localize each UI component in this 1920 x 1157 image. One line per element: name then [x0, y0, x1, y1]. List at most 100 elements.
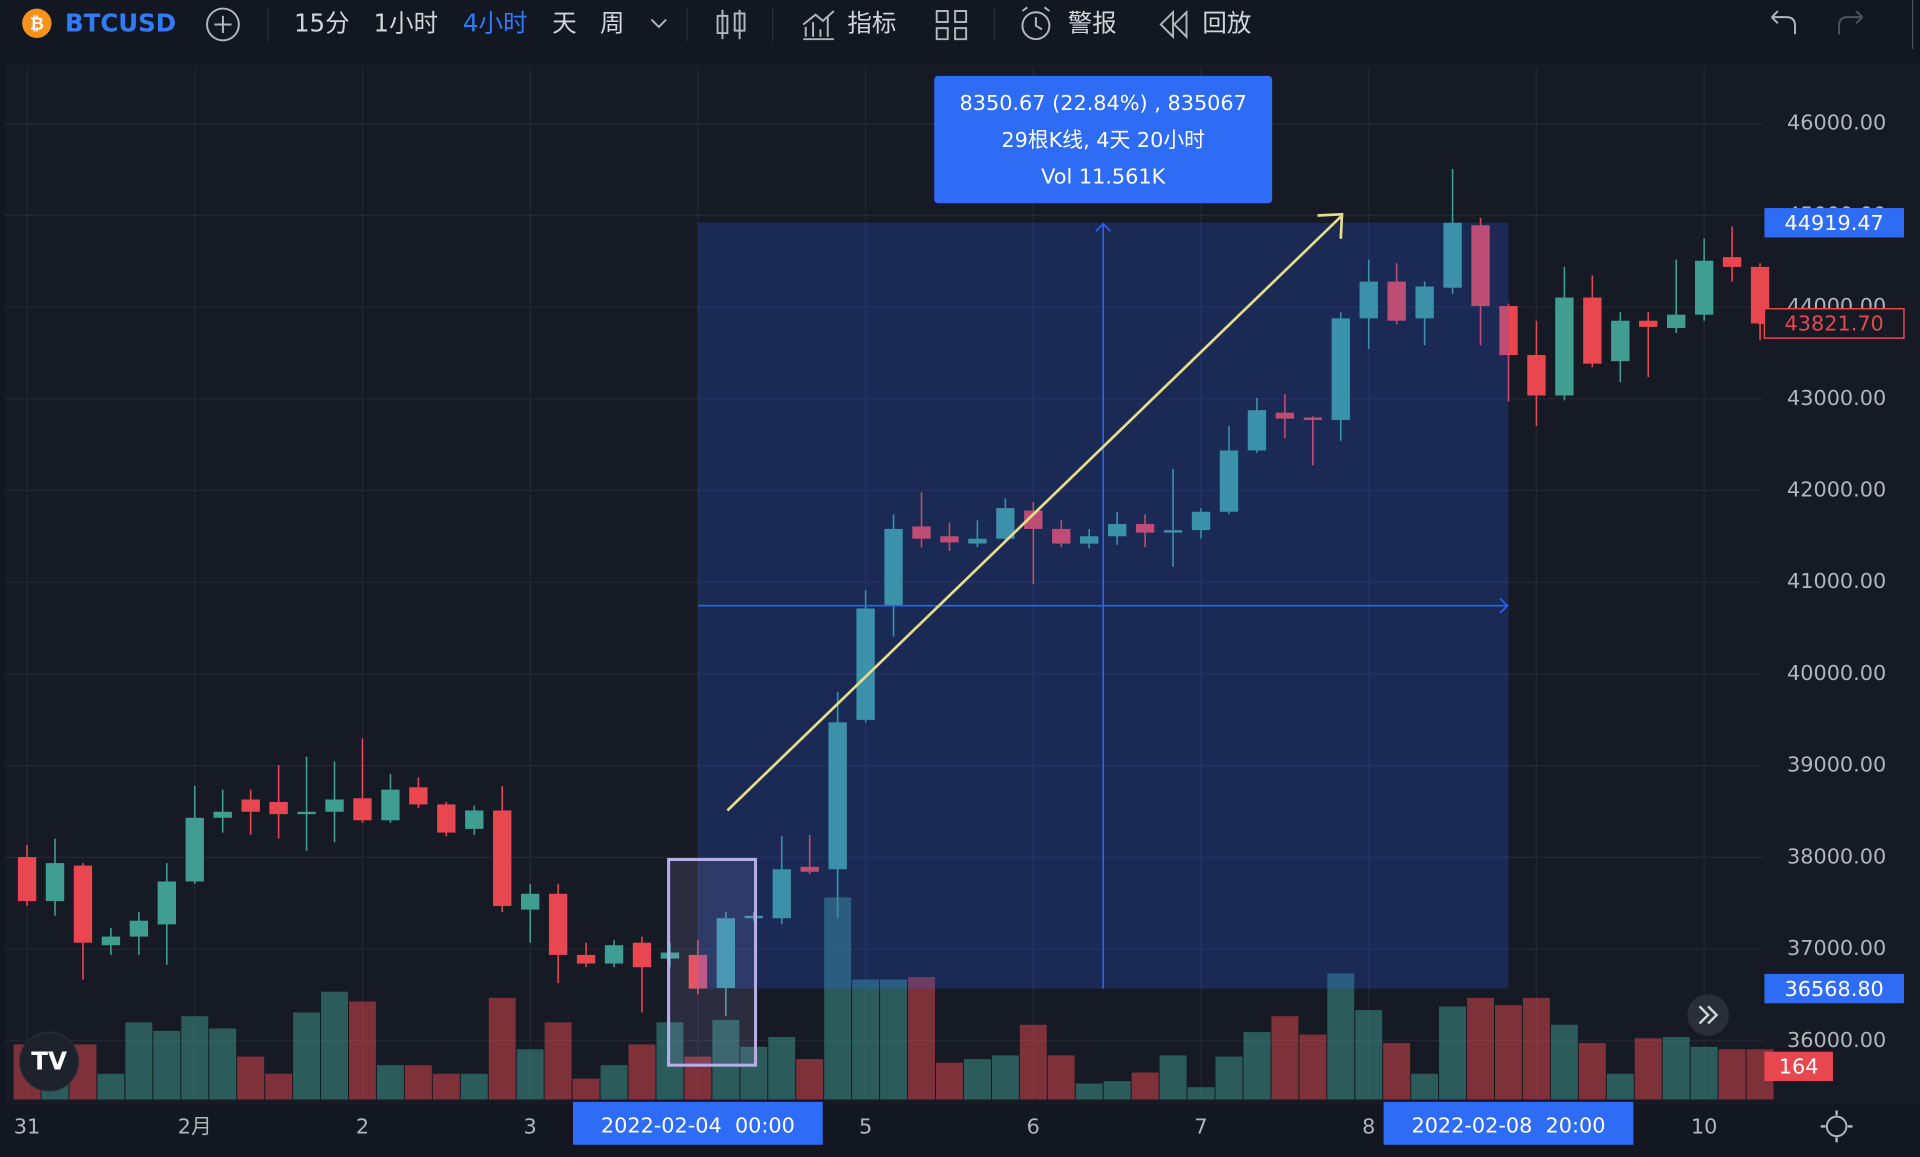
volume-bar [1047, 1055, 1075, 1100]
x-tick-label: 3 [524, 1115, 537, 1139]
volume-bar [852, 979, 880, 1100]
tooltip-line: Vol 11.561K [1041, 165, 1166, 189]
time-tag-label: 2022-02-04 00:00 [601, 1113, 795, 1137]
layout-icon[interactable] [935, 10, 968, 41]
volume-bar [1662, 1037, 1690, 1100]
candle-body [353, 798, 372, 821]
price-tag [1764, 208, 1904, 238]
x-tick-label: 5 [859, 1115, 872, 1139]
toolbar: ₿ BTCUSD 15分 1小时 4小时天周 指标 警报 回放 [0, 0, 1920, 49]
volume-bar [544, 1022, 572, 1100]
volume-bar [1522, 997, 1550, 1100]
volume-bar [1495, 1005, 1522, 1100]
volume-bar [1019, 1024, 1047, 1100]
y-tick-label: 42000.00 [1787, 477, 1886, 501]
candle-body [325, 799, 344, 812]
volume-bar [1467, 997, 1495, 1100]
candle-body [940, 536, 959, 543]
settings[interactable] [1825, 1115, 1848, 1138]
tooltip-line: 8350.67 (22.84%) , 835067 [960, 91, 1247, 115]
replay-icon[interactable] [1159, 9, 1188, 40]
candle-body [493, 810, 512, 906]
x-tick-label: 7 [1194, 1115, 1207, 1139]
volume-bar [1355, 1010, 1383, 1100]
volume-bar [880, 979, 908, 1100]
interval[interactable]: 1小时 [374, 8, 439, 37]
tool[interactable]: 指标 [847, 8, 896, 37]
interval[interactable]: 天 [552, 8, 576, 37]
tool[interactable]: 警报 [1068, 8, 1117, 37]
add-symbol[interactable] [206, 7, 240, 42]
candle-body [1247, 410, 1267, 451]
volume-bar [1187, 1087, 1215, 1100]
plus [214, 15, 232, 34]
candle-body [129, 920, 149, 937]
volume-bar [265, 1073, 293, 1100]
candles [17, 168, 1770, 1017]
volume-bar [1550, 1024, 1578, 1100]
indicator-icon[interactable] [802, 10, 835, 41]
candle-body [772, 869, 791, 919]
candle-body [1555, 297, 1574, 396]
price-tag-label: 43821.70 [1785, 312, 1884, 336]
candle-body [968, 538, 987, 544]
candle-body [409, 787, 428, 805]
candle-body [1471, 225, 1490, 307]
candle-body [437, 804, 456, 833]
candle-body [688, 954, 708, 989]
volume-bar [181, 1016, 209, 1100]
volume-bar [153, 1030, 181, 1100]
redo[interactable] [1838, 10, 1864, 35]
y-tick-label: 38000.00 [1787, 844, 1886, 868]
candle-body [241, 799, 260, 812]
toolbar-bg [0, 0, 1920, 49]
undo[interactable] [1771, 10, 1796, 35]
candle-body [465, 810, 484, 829]
volume-bar [460, 1073, 488, 1100]
volume-bar [628, 1044, 656, 1100]
interval-menu[interactable] [650, 18, 667, 29]
arrow-head [1499, 597, 1509, 614]
symbol[interactable]: BTCUSD [65, 8, 176, 37]
time-tag-label: 2022-02-08 20:00 [1411, 1113, 1605, 1137]
tool[interactable]: 回放 [1202, 8, 1251, 37]
interval[interactable]: 周 [600, 8, 624, 37]
volume-bar [908, 977, 935, 1100]
volume-bar [125, 1022, 153, 1100]
candle-body [1722, 257, 1742, 267]
tooltip [934, 75, 1273, 204]
y-tick-label: 41000.00 [1787, 569, 1886, 593]
candle-body [1163, 530, 1183, 533]
measure-tool: 8350.67 (22.84%) , 835067 29根K线, 4天 20小时 V… [573, 75, 1634, 1145]
logo-glyph: TV [31, 1047, 67, 1076]
volume-bar [768, 1037, 796, 1100]
logo[interactable] [19, 1031, 80, 1092]
candle-body [1052, 528, 1071, 544]
volume-bar [1383, 1043, 1411, 1100]
candle-body [1387, 281, 1406, 321]
volume-bar [991, 1055, 1019, 1100]
volume-bar [572, 1078, 600, 1100]
candle-body [996, 508, 1015, 539]
chart-type[interactable] [716, 9, 746, 40]
y-tick-label: 37000.00 [1787, 936, 1886, 960]
candle-body [604, 945, 624, 964]
price-tag-label: 36568.80 [1785, 977, 1884, 1001]
volume-bar [1327, 973, 1355, 1100]
candle-body [856, 608, 875, 720]
candle-body [912, 526, 931, 539]
candle-body [1219, 450, 1239, 512]
candle-body [297, 811, 316, 815]
candle-body [576, 954, 596, 964]
chevrons [1698, 1005, 1719, 1025]
alert-icon[interactable] [1021, 11, 1051, 41]
volume-tag [1764, 1051, 1833, 1082]
candle-body [269, 801, 288, 815]
candle-body [1639, 320, 1658, 327]
x-tick-label: 10 [1691, 1115, 1717, 1139]
volume-bar [712, 1019, 740, 1100]
tooltip-line: 29根K线, 4天 20小时 [1001, 128, 1205, 152]
volume-bar [1578, 1043, 1606, 1100]
interval[interactable]: 4小时 [463, 8, 528, 37]
interval[interactable]: 15分 [294, 8, 350, 37]
